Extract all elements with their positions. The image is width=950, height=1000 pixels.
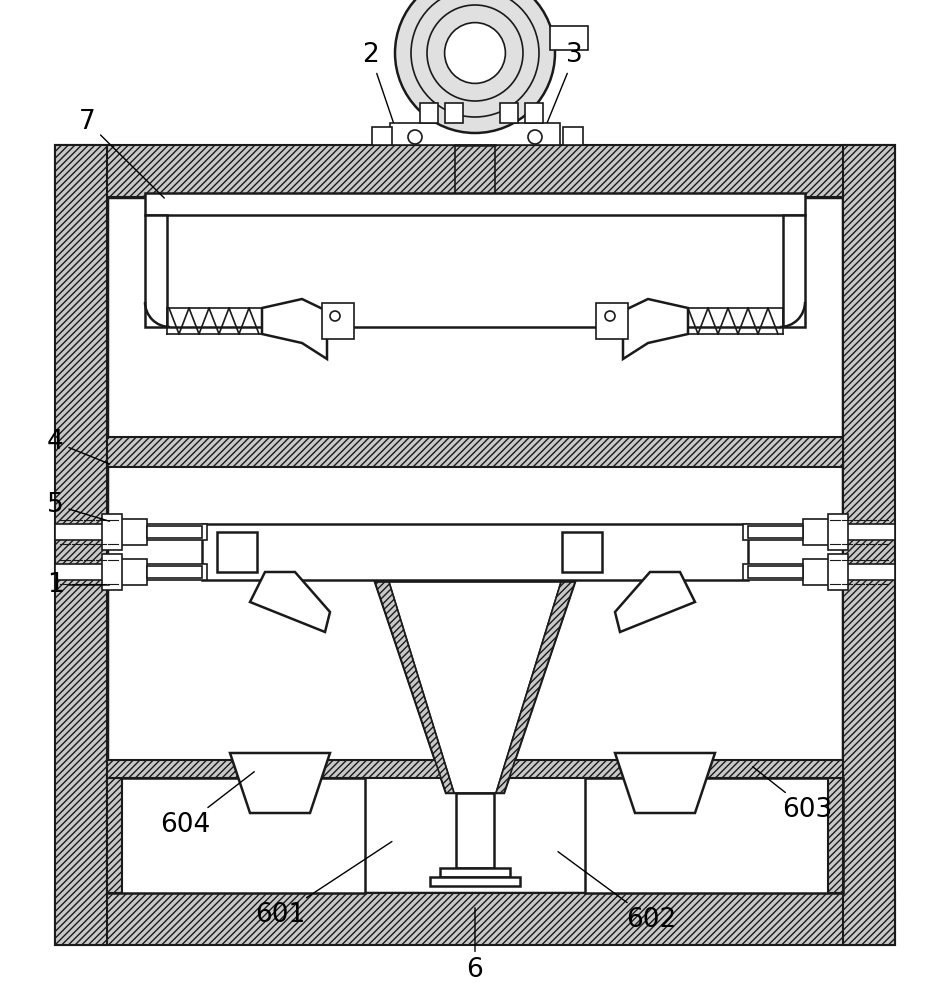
Polygon shape <box>496 582 575 793</box>
Text: 3: 3 <box>547 42 583 122</box>
Text: 5: 5 <box>47 492 109 521</box>
Bar <box>743 564 895 580</box>
Circle shape <box>605 311 615 321</box>
Text: 1: 1 <box>47 572 109 598</box>
Bar <box>119 559 147 585</box>
Bar <box>107 778 365 893</box>
Bar <box>217 532 257 572</box>
Bar <box>202 524 748 580</box>
Polygon shape <box>623 299 688 359</box>
Bar <box>430 877 520 886</box>
Bar <box>456 793 494 868</box>
Text: 604: 604 <box>161 772 255 838</box>
Text: 4: 4 <box>47 429 109 464</box>
Polygon shape <box>262 299 327 359</box>
Bar <box>743 524 895 540</box>
Bar <box>390 123 560 145</box>
Bar <box>563 127 583 145</box>
Polygon shape <box>375 582 454 793</box>
Bar <box>748 566 803 578</box>
Bar <box>828 554 848 590</box>
Bar <box>55 893 895 945</box>
Polygon shape <box>615 572 695 632</box>
Bar <box>420 103 438 123</box>
Text: 603: 603 <box>752 767 832 823</box>
Text: 7: 7 <box>79 109 164 198</box>
Bar <box>803 559 831 585</box>
Bar <box>783 215 805 327</box>
Bar <box>585 778 843 893</box>
Bar <box>748 526 803 538</box>
Bar <box>147 526 202 538</box>
Bar <box>107 778 122 893</box>
Circle shape <box>395 0 555 133</box>
Bar <box>828 778 843 893</box>
Text: 602: 602 <box>558 852 675 933</box>
Circle shape <box>528 130 542 144</box>
Bar <box>596 303 628 339</box>
Bar <box>843 145 895 945</box>
Bar <box>372 127 392 145</box>
Bar <box>803 519 831 545</box>
Circle shape <box>408 130 422 144</box>
Circle shape <box>445 23 505 83</box>
Bar <box>828 514 848 550</box>
Polygon shape <box>230 753 330 813</box>
Bar <box>322 303 354 339</box>
Polygon shape <box>389 582 561 793</box>
Text: 601: 601 <box>256 842 392 928</box>
Text: 2: 2 <box>362 42 393 122</box>
Polygon shape <box>615 753 715 813</box>
Bar <box>107 760 843 778</box>
Bar <box>525 103 543 123</box>
Bar <box>145 193 805 215</box>
Bar <box>55 524 207 540</box>
Bar <box>500 103 518 123</box>
Bar <box>102 554 122 590</box>
Polygon shape <box>250 572 330 632</box>
Text: 6: 6 <box>466 908 484 983</box>
Bar <box>55 564 207 580</box>
Bar <box>562 532 602 572</box>
Bar <box>55 145 107 945</box>
Bar <box>440 868 510 877</box>
Circle shape <box>330 311 340 321</box>
Bar <box>445 103 463 123</box>
Bar <box>147 566 202 578</box>
Bar <box>107 437 843 467</box>
Bar <box>55 145 895 197</box>
Bar <box>107 197 843 893</box>
Bar <box>102 514 122 550</box>
Bar <box>119 519 147 545</box>
Bar <box>145 215 167 327</box>
Polygon shape <box>375 582 575 793</box>
Bar <box>550 26 588 50</box>
